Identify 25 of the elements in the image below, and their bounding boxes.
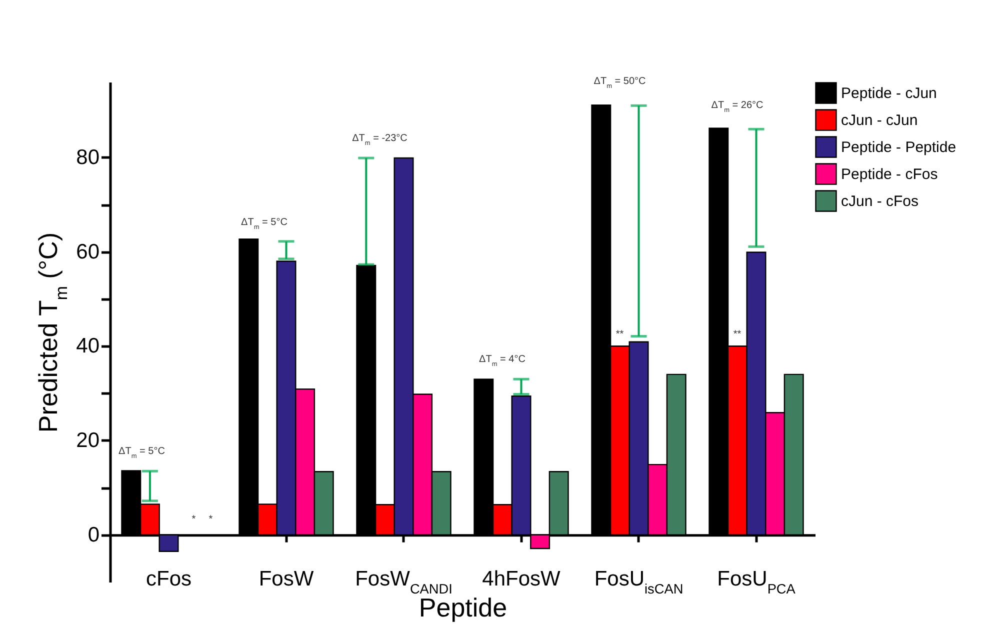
annotation: ΔT$_{m}$ = 5°C bbox=[241, 217, 288, 230]
annotation: * bbox=[192, 514, 196, 525]
legend-label: Peptide - Peptide bbox=[841, 139, 956, 156]
y-tick-label: 60 bbox=[76, 240, 100, 264]
legend-label: Peptide - cJun bbox=[841, 85, 937, 102]
x-tick-label: FosU$_{isCAN}$ bbox=[594, 567, 684, 596]
x-tick-label: 4hFosW bbox=[482, 567, 561, 590]
x-tick-label: FosU$_{PCA}$ bbox=[717, 567, 796, 596]
legend-label: cJun - cJun bbox=[841, 112, 918, 129]
annotation: ** bbox=[616, 329, 624, 340]
annotation: ΔT$_{m}$ = 5°C bbox=[118, 446, 165, 460]
y-tick-label: 20 bbox=[76, 428, 100, 452]
x-tick-label: FosW bbox=[258, 567, 314, 590]
legend-label: Peptide - cFos bbox=[841, 166, 938, 183]
annotation: ΔT$_{m}$ = 4°C bbox=[479, 354, 526, 368]
annotation: ΔT$_{m}$ = 26°C bbox=[711, 100, 764, 114]
legend-label: cJun - cFos bbox=[841, 193, 919, 210]
y-tick-label: 0 bbox=[88, 523, 100, 546]
x-tick-label: cFos bbox=[146, 567, 192, 590]
annotation: * bbox=[208, 514, 213, 525]
annotation: ** bbox=[733, 329, 742, 340]
annotation: ΔT$_{m}$ = 50°C bbox=[594, 76, 646, 90]
y-tick-label: 80 bbox=[76, 146, 100, 169]
y-tick-label: 40 bbox=[76, 334, 100, 358]
annotation: ΔT$_{m}$ = -23°C bbox=[352, 133, 408, 146]
